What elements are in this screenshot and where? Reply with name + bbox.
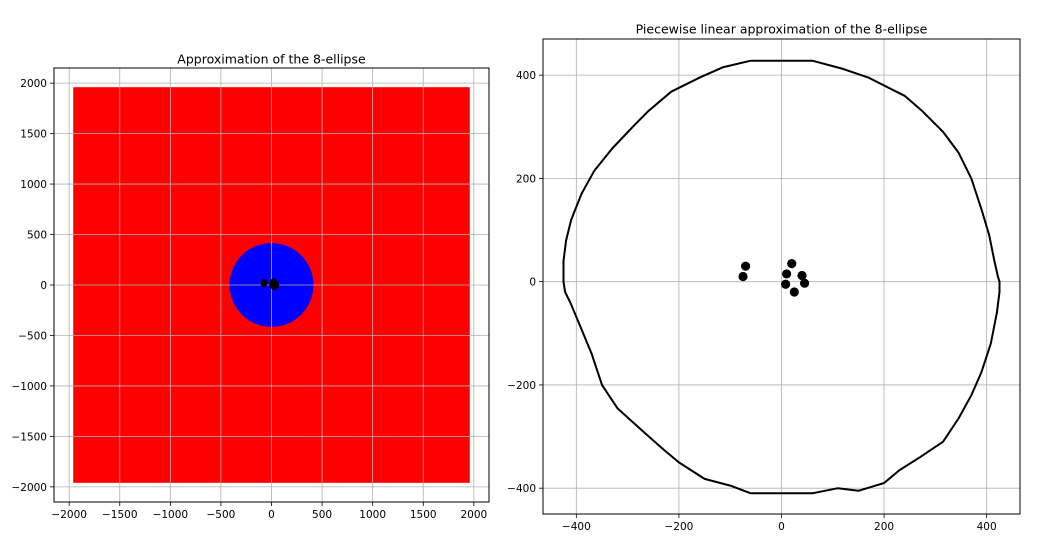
x-tick-label: 1000 xyxy=(359,509,386,521)
y-tick-label: 500 xyxy=(27,230,47,242)
y-tick-label: −200 xyxy=(507,380,536,392)
x-tick-label: −1500 xyxy=(102,509,138,521)
data-point xyxy=(781,279,791,289)
data-point xyxy=(789,287,799,297)
chart-title: Piecewise linear approximation of the 8-… xyxy=(636,22,928,37)
plot-area: −400 −200 0 200 400 −400 −200 0 200 400 xyxy=(507,39,1020,533)
data-point xyxy=(738,271,748,282)
y-tick-label: −1500 xyxy=(11,431,47,443)
y-tick-label: −400 xyxy=(507,483,536,495)
x-tick-label: −400 xyxy=(562,521,591,533)
data-point xyxy=(797,270,807,281)
chart-title: Approximation of the 8-ellipse xyxy=(177,52,366,67)
axes-frame xyxy=(53,67,490,503)
x-tick-label: −1000 xyxy=(153,509,189,521)
chart-right: Piecewise linear approximation of the 8-… xyxy=(507,22,1021,533)
y-tick-label: 200 xyxy=(516,173,536,185)
x-tick-label: 0 xyxy=(268,509,275,521)
plot-area: −2000 −1500 −1000 −500 0 500 1000 1500 2000 −2000… xyxy=(11,68,489,521)
data-point xyxy=(787,258,797,269)
x-tick-label: −500 xyxy=(206,509,235,521)
data-point xyxy=(782,269,792,279)
data-point xyxy=(799,278,810,288)
y-tick-label: −500 xyxy=(18,330,47,342)
y-tick-label: 0 xyxy=(529,277,536,289)
x-tick-label: 400 xyxy=(977,521,997,533)
y-tick-label: 400 xyxy=(516,70,536,82)
x-tick-label: −200 xyxy=(664,521,693,533)
axes-frame xyxy=(542,38,1021,515)
series-line xyxy=(562,59,1001,495)
y-tick-label: −1000 xyxy=(11,381,47,393)
y-tick-label: 2000 xyxy=(20,78,47,90)
y-tick-label: 0 xyxy=(40,280,47,292)
x-tick-label: 1500 xyxy=(410,509,437,521)
x-tick-label: 500 xyxy=(312,509,332,521)
data-point xyxy=(261,278,268,286)
y-tick-label: −2000 xyxy=(11,482,47,494)
x-tick-label: 200 xyxy=(874,521,894,533)
chart-left: Approximation of the 8-ellipse −2000 −150… xyxy=(11,52,490,521)
data-point xyxy=(272,282,280,289)
x-tick-label: 2000 xyxy=(460,509,487,521)
x-tick-label: −2000 xyxy=(51,509,87,521)
y-tick-label: 1000 xyxy=(20,179,47,191)
x-tick-label: 0 xyxy=(778,521,785,533)
data-point xyxy=(740,261,751,271)
y-tick-label: 1500 xyxy=(20,129,47,141)
